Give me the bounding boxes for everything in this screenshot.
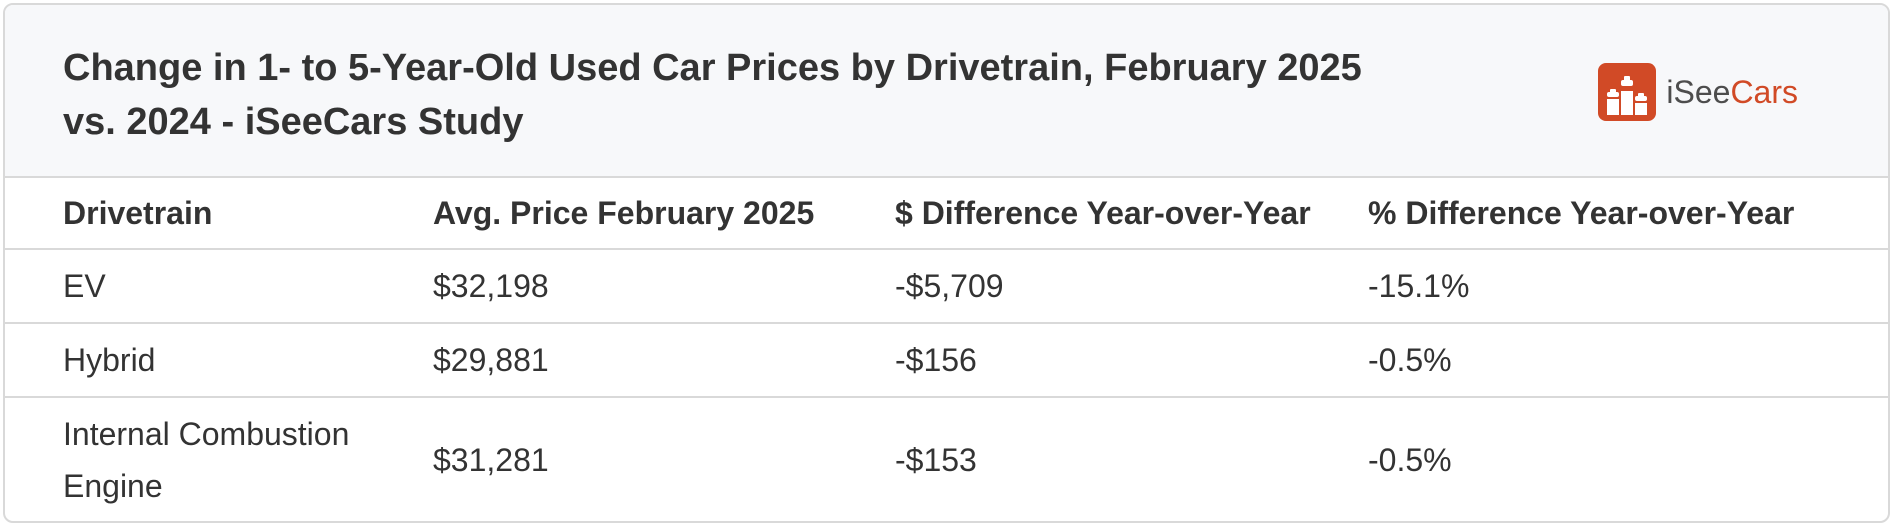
table-row: Internal Combustion Engine $31,281 -$153… xyxy=(5,397,1888,521)
cell-avg-price: $31,281 xyxy=(433,442,549,478)
cell-percent-diff: -0.5% xyxy=(1368,342,1452,378)
table-title: Change in 1- to 5-Year-Old Used Car Pric… xyxy=(63,47,1362,143)
cell-drivetrain: Internal Combustion Engine xyxy=(63,416,350,504)
card-header: Change in 1- to 5-Year-Old Used Car Pric… xyxy=(5,5,1888,178)
brand-logo[interactable]: iSeeCars xyxy=(1598,63,1798,121)
drivetrain-price-table: Drivetrain Avg. Price February 2025 $ Di… xyxy=(5,178,1888,521)
column-header-percent-diff: % Difference Year-over-Year xyxy=(1368,194,1795,231)
cell-dollar-diff: -$153 xyxy=(895,442,977,478)
cell-drivetrain: Hybrid xyxy=(63,342,156,378)
table-header-row: Drivetrain Avg. Price February 2025 $ Di… xyxy=(5,178,1888,249)
cell-dollar-diff: -$156 xyxy=(895,342,977,378)
brand-name-suffix: Cars xyxy=(1730,73,1798,110)
column-header-dollar-diff: $ Difference Year-over-Year xyxy=(895,194,1311,231)
cell-percent-diff: -15.1% xyxy=(1368,268,1470,304)
brand-name: iSeeCars xyxy=(1666,74,1798,111)
cell-dollar-diff: -$5,709 xyxy=(895,268,1004,304)
column-header-avg-price: Avg. Price February 2025 xyxy=(433,194,815,231)
table-row: EV $32,198 -$5,709 -15.1% xyxy=(5,249,1888,323)
table-row: Hybrid $29,881 -$156 -0.5% xyxy=(5,323,1888,397)
cell-drivetrain: EV xyxy=(63,268,106,304)
column-header-drivetrain: Drivetrain xyxy=(63,194,213,231)
podium-cars-icon xyxy=(1598,63,1657,121)
cell-avg-price: $32,198 xyxy=(433,268,549,304)
cell-percent-diff: -0.5% xyxy=(1368,442,1452,478)
cell-avg-price: $29,881 xyxy=(433,342,549,378)
price-table-card: Change in 1- to 5-Year-Old Used Car Pric… xyxy=(3,3,1890,523)
brand-name-prefix: iSee xyxy=(1666,73,1731,110)
